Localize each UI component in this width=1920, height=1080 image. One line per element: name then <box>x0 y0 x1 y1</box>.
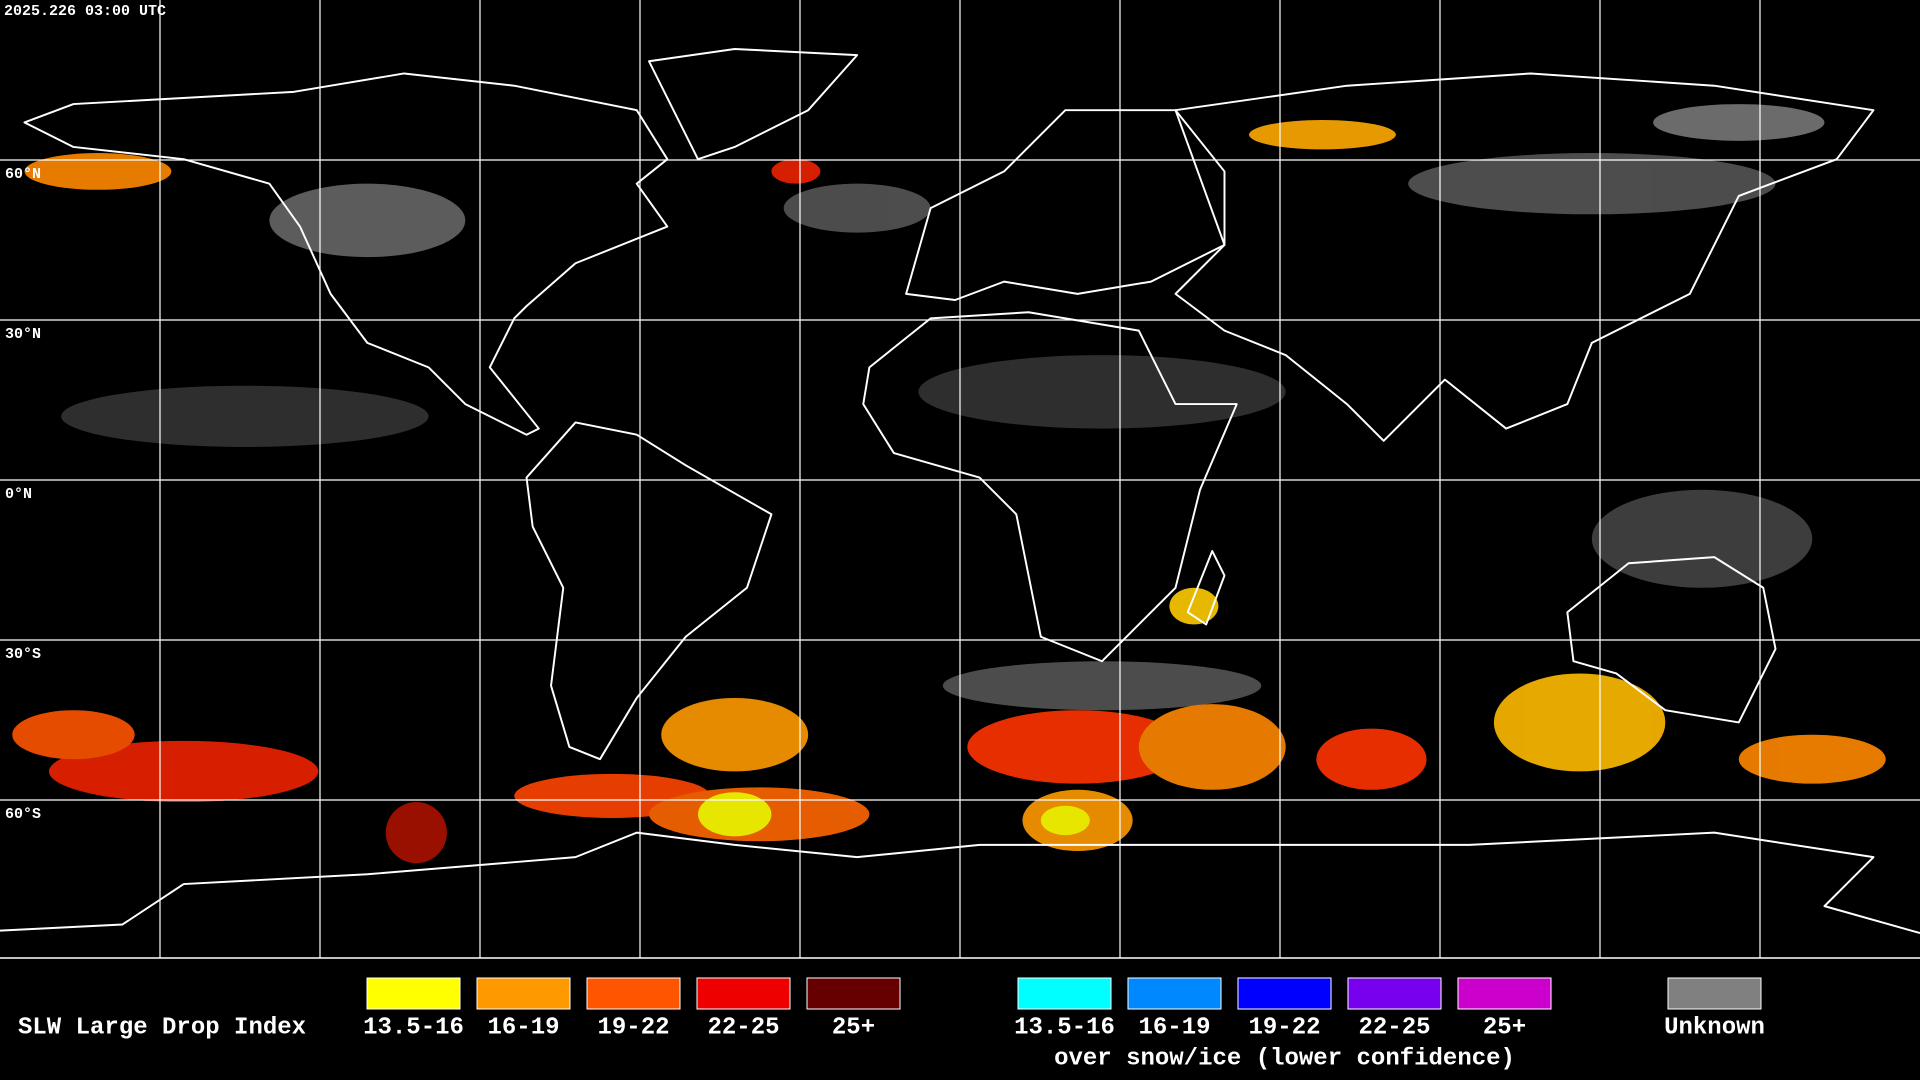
latitude-label: 60°N <box>5 166 41 183</box>
latitude-label: 30°N <box>5 326 41 343</box>
cloud-slw <box>48 740 319 803</box>
legend-label: Unknown <box>1664 1014 1765 1041</box>
greenland <box>648 48 859 161</box>
legend-label: 16-19 <box>487 1014 559 1041</box>
africa <box>862 311 1238 663</box>
cloud-slw <box>1248 120 1396 150</box>
cloud-slw <box>661 697 809 772</box>
cloud-slw <box>1040 805 1090 836</box>
cloud-fields <box>12 104 1886 864</box>
cloud-slw <box>1316 728 1427 790</box>
legend-swatch <box>1017 977 1112 1010</box>
legend-swatch <box>476 977 571 1010</box>
cloud-unknown <box>783 183 931 233</box>
australia <box>1566 556 1777 724</box>
cloud-slw <box>24 153 172 190</box>
cloud-slw <box>1493 673 1666 772</box>
legend-swatch <box>586 977 681 1010</box>
legend-label: 16-19 <box>1138 1014 1210 1041</box>
latitude-label: 0°N <box>5 486 32 503</box>
cloud-unknown <box>918 355 1286 429</box>
legend-swatch <box>1347 977 1442 1010</box>
legend: 13.5-16 16-19 19-22 22-25 25+ 13.5-16 16-19 19-… <box>363 977 1765 1072</box>
legend-label: 13.5-16 <box>363 1014 464 1041</box>
cloud-slw <box>12 710 135 760</box>
cloud-unknown <box>1653 104 1825 141</box>
latitude-label: 30°S <box>5 646 41 663</box>
cloud-slw <box>385 802 447 864</box>
legend-label: 25+ <box>832 1014 875 1041</box>
cloud-unknown <box>1591 489 1813 588</box>
north-america <box>23 72 669 436</box>
latitude-label: 60°S <box>5 806 41 823</box>
antarctica <box>0 831 1920 935</box>
legend-label: 19-22 <box>1248 1014 1320 1041</box>
cloud-unknown <box>61 385 429 447</box>
graticule <box>0 0 1920 958</box>
legend-title: SLW Large Drop Index <box>18 1014 306 1041</box>
legend-swatch <box>1127 977 1222 1010</box>
cloud-unknown <box>1408 153 1776 215</box>
cloud-slw <box>1738 734 1886 784</box>
asia <box>1174 72 1875 442</box>
cloud-slw <box>1169 587 1219 625</box>
cloud-slw <box>771 159 821 184</box>
legend-label: 13.5-16 <box>1014 1014 1115 1041</box>
legend-swatch <box>1237 977 1332 1010</box>
cloud-unknown <box>942 661 1262 711</box>
cloud-unknown <box>269 183 466 258</box>
cloud-slw <box>967 710 1188 784</box>
legend-swatch <box>696 977 791 1010</box>
europe <box>905 109 1226 301</box>
legend-swatch <box>1667 977 1762 1010</box>
legend-caption: over snow/ice (lower confidence) <box>1054 1045 1515 1072</box>
cloud-slw <box>697 792 772 837</box>
south-america <box>525 421 773 761</box>
cloud-slw <box>1138 704 1286 790</box>
madagascar <box>1186 550 1226 626</box>
legend-swatch <box>366 977 461 1010</box>
legend-swatch <box>806 977 901 1010</box>
legend-label: 19-22 <box>597 1014 669 1041</box>
legend-swatch <box>1457 977 1552 1010</box>
timestamp: 2025.226 03:00 UTC <box>4 3 166 20</box>
coastlines <box>0 48 1920 935</box>
legend-label: 25+ <box>1483 1014 1526 1041</box>
legend-label: 22-25 <box>1358 1014 1430 1041</box>
legend-label: 22-25 <box>707 1014 779 1041</box>
map-layer <box>0 48 1920 935</box>
